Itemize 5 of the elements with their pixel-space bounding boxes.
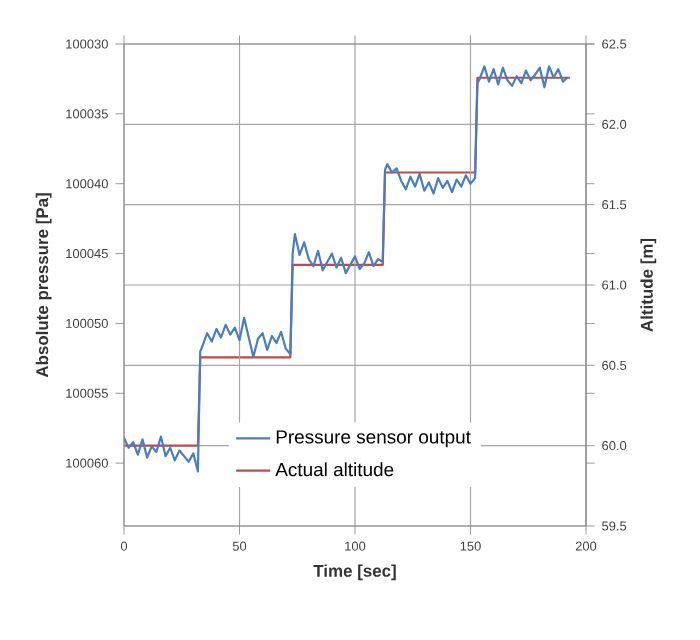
- x-axis-title: Time [sec]: [313, 564, 396, 581]
- legend-label: Actual altitude: [275, 462, 394, 477]
- y2-axis-title: Altitude [m]: [640, 238, 657, 332]
- legend-label: Pressure sensor output: [276, 430, 471, 448]
- y-axis-title: Absolute pressure [Pa]: [35, 193, 52, 378]
